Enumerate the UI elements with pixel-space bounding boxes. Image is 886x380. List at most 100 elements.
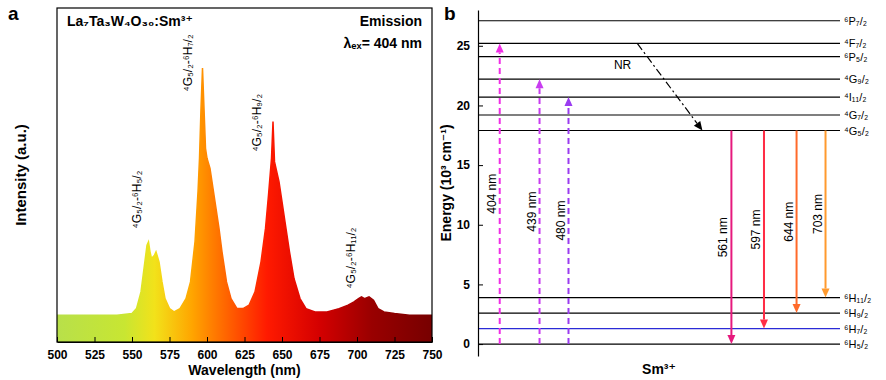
peak-label: ⁴G₅/₂-⁶H₉/₂ bbox=[250, 94, 264, 152]
x-axis-title: Sm³⁺ bbox=[642, 361, 676, 377]
x-tick-mark bbox=[357, 337, 358, 342]
x-tick: 700 bbox=[347, 337, 367, 362]
x-tick-label: 750 bbox=[422, 348, 442, 362]
y-tick-label: 15 bbox=[457, 158, 471, 172]
arrow-head bbox=[822, 289, 830, 298]
annotation: λₑₓ= 404 nm bbox=[344, 35, 423, 51]
x-tick: 650 bbox=[272, 337, 292, 362]
x-tick-label: 600 bbox=[197, 348, 217, 362]
x-tick: 625 bbox=[235, 337, 255, 362]
transition-arrow bbox=[825, 131, 827, 289]
x-tick-mark bbox=[207, 337, 208, 342]
level-label: ⁴G₇/₂ bbox=[844, 109, 868, 121]
transition-label: 480 nm bbox=[554, 201, 568, 241]
level-label: ⁶H₇/₂ bbox=[844, 323, 868, 335]
transition-arrow bbox=[796, 131, 798, 305]
y-axis: 0510152025 bbox=[457, 11, 483, 357]
arrow-head bbox=[694, 121, 703, 131]
x-tick-mark bbox=[282, 337, 283, 342]
x-tick-label: 700 bbox=[347, 348, 367, 362]
y-axis-line bbox=[478, 11, 479, 357]
y-tick-mark bbox=[478, 105, 483, 106]
y-tick-label: 25 bbox=[457, 39, 471, 53]
x-tick-label: 725 bbox=[385, 348, 405, 362]
y-tick-label: 10 bbox=[457, 218, 471, 232]
y-tick-mark bbox=[478, 284, 483, 285]
arrow-head bbox=[793, 304, 801, 313]
x-tick: 575 bbox=[160, 337, 180, 362]
x-tick-mark bbox=[170, 337, 171, 342]
x-tick: 750 bbox=[422, 337, 442, 362]
transition-arrow bbox=[637, 43, 697, 123]
x-tick-label: 500 bbox=[47, 348, 67, 362]
transition-label: 597 nm bbox=[749, 210, 763, 250]
y-tick: 5 bbox=[463, 278, 483, 292]
plot-area bbox=[478, 21, 840, 344]
level-label: ⁴I₁₁/₂ bbox=[844, 91, 867, 103]
title: La₇Ta₃W₄O₃₀:Sm³⁺ bbox=[67, 13, 193, 29]
y-tick-mark bbox=[478, 225, 483, 226]
transition-arrow bbox=[730, 131, 732, 336]
x-tick-mark bbox=[432, 337, 433, 342]
arrow-head bbox=[760, 320, 768, 329]
x-tick-label: 650 bbox=[272, 348, 292, 362]
arrow-head bbox=[536, 79, 544, 88]
x-tick-label: 550 bbox=[122, 348, 142, 362]
y-axis-title: Energy (10³ cm⁻¹) bbox=[438, 124, 454, 241]
level-label: ⁶H₅/₂ bbox=[844, 338, 868, 350]
x-axis-line bbox=[58, 342, 433, 343]
transition-arrow bbox=[568, 106, 570, 344]
y-tick-mark bbox=[478, 344, 483, 345]
transition-arrow bbox=[499, 52, 501, 344]
x-tick-label: 525 bbox=[85, 348, 105, 362]
y-tick: 20 bbox=[457, 99, 483, 113]
x-tick: 725 bbox=[385, 337, 405, 362]
x-tick: 525 bbox=[85, 337, 105, 362]
panel-label: a bbox=[8, 3, 19, 24]
transition-label: NR bbox=[614, 58, 632, 72]
peak-label: ⁴G₅/₂-⁶H₅/₂ bbox=[130, 170, 144, 228]
arrow-head bbox=[727, 335, 735, 344]
x-tick-mark bbox=[245, 337, 246, 342]
x-tick-label: 625 bbox=[235, 348, 255, 362]
spectrum-area bbox=[57, 68, 432, 342]
y-axis-title: Intensity (a.u.) bbox=[12, 124, 29, 226]
energy-level bbox=[478, 96, 840, 97]
y-tick-mark bbox=[478, 165, 483, 166]
x-tick-mark bbox=[320, 337, 321, 342]
x-axis: 500 525 550 575 600 625 650 675 700 725 750 bbox=[47, 337, 442, 362]
transition-label: 404 nm bbox=[485, 174, 499, 214]
energy-level bbox=[478, 79, 840, 80]
y-tick-label: 20 bbox=[457, 99, 471, 113]
x-tick-mark bbox=[395, 337, 396, 342]
annotation: Emission bbox=[360, 13, 422, 29]
transition-label: 644 nm bbox=[782, 202, 796, 242]
y-tick: 10 bbox=[457, 218, 483, 232]
x-tick-mark bbox=[95, 337, 96, 342]
transition-arrow bbox=[539, 88, 541, 344]
y-tick: 25 bbox=[457, 39, 483, 53]
arrow-head bbox=[496, 43, 504, 52]
level-label: ⁶P₇/₂ bbox=[844, 15, 867, 27]
plot-area bbox=[57, 68, 432, 342]
level-label: ⁶H₉/₂ bbox=[844, 307, 868, 319]
energy-level bbox=[478, 297, 840, 298]
level-label: ⁴G₉/₂ bbox=[844, 73, 869, 85]
x-tick-mark bbox=[57, 337, 58, 342]
y-tick: 15 bbox=[457, 158, 483, 172]
energy-level bbox=[478, 43, 840, 44]
x-tick-label: 575 bbox=[160, 348, 180, 362]
peak-label: ⁴G₅/₂-⁶H₇/₂ bbox=[181, 34, 195, 91]
x-tick-label: 675 bbox=[310, 348, 330, 362]
panel-a: 500 525 550 575 600 625 650 675 700 725 750 a La₇Ta₃… bbox=[8, 3, 443, 378]
y-tick-label: 5 bbox=[463, 278, 470, 292]
plot-frame bbox=[57, 8, 432, 342]
x-axis-title: Wavelength (nm) bbox=[188, 362, 300, 378]
transition-label: 561 nm bbox=[716, 217, 730, 257]
transition-label: 703 nm bbox=[811, 194, 825, 234]
energy-level bbox=[478, 312, 840, 313]
chart-root: 500525550575600625650675700725750aLa₇Ta₃… bbox=[0, 0, 886, 380]
level-label: ⁶H₁₁/₂ bbox=[844, 292, 871, 304]
energy-level bbox=[478, 130, 840, 131]
energy-level bbox=[478, 343, 840, 344]
